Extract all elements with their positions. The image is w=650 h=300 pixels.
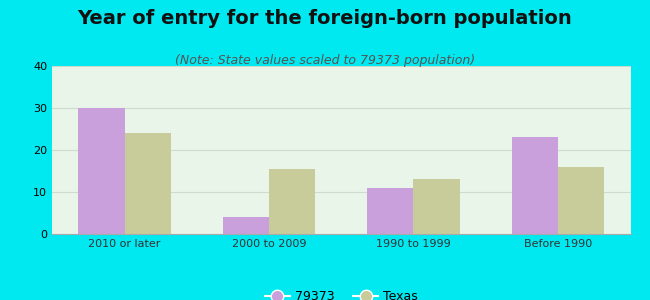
Text: (Note: State values scaled to 79373 population): (Note: State values scaled to 79373 popu…	[175, 54, 475, 67]
Bar	[512, 137, 558, 234]
Legend: 79373, Texas: 79373, Texas	[260, 285, 422, 300]
Bar	[78, 108, 125, 234]
Bar	[269, 169, 315, 234]
Bar	[367, 188, 413, 234]
Bar	[558, 167, 605, 234]
Bar	[125, 133, 171, 234]
Text: Year of entry for the foreign-born population: Year of entry for the foreign-born popul…	[77, 9, 573, 28]
Bar	[413, 179, 460, 234]
Bar	[223, 217, 269, 234]
